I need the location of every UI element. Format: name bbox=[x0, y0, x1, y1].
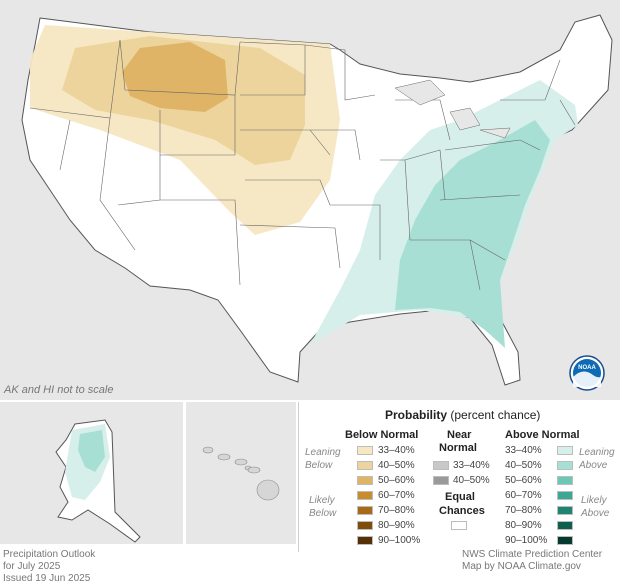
near-normal-header-1: Near bbox=[447, 429, 472, 441]
above-swatch-2 bbox=[557, 461, 573, 470]
below-label-6: 80–90% bbox=[378, 520, 415, 531]
footer-credit-cpc: NWS Climate Prediction Center bbox=[462, 549, 603, 560]
likely-below-label: Likely Below bbox=[309, 495, 337, 519]
above-swatch-6 bbox=[557, 521, 573, 530]
noaa-logo: NOAA bbox=[569, 355, 605, 391]
below-swatch-1 bbox=[357, 446, 373, 455]
below-normal-header: Below Normal bbox=[345, 429, 419, 441]
footer-left: Precipitation Outlook for July 2025 Issu… bbox=[3, 549, 95, 585]
below-swatch-3 bbox=[357, 476, 373, 485]
state-lines bbox=[29, 39, 576, 291]
below-swatch-2 bbox=[357, 461, 373, 470]
near-swatch-1 bbox=[433, 461, 449, 470]
equal-chances-label-2: Chances bbox=[439, 505, 485, 517]
above-label-6: 80–90% bbox=[505, 520, 542, 531]
near-label-2: 40–50% bbox=[453, 475, 490, 486]
scale-note: AK and HI not to scale bbox=[4, 384, 114, 396]
below-swatch-6 bbox=[357, 521, 373, 530]
below-swatch-7 bbox=[357, 536, 373, 545]
above-label-3: 50–60% bbox=[505, 475, 542, 486]
above-label-4: 60–70% bbox=[505, 490, 542, 501]
equal-chances-swatch bbox=[451, 521, 467, 530]
near-swatch-2 bbox=[433, 476, 449, 485]
above-normal-header: Above Normal bbox=[505, 429, 580, 441]
above-swatch-3 bbox=[557, 476, 573, 485]
footer-right: NWS Climate Prediction Center Map by NOA… bbox=[462, 549, 602, 573]
above-swatch-5 bbox=[557, 506, 573, 515]
great-lakes bbox=[394, 79, 511, 139]
below-normal-5060 bbox=[122, 42, 228, 112]
leaning-below-label: Leaning Below bbox=[305, 447, 341, 471]
hawaii-map-svg bbox=[202, 446, 280, 501]
below-label-3: 50–60% bbox=[378, 475, 415, 486]
conus-map: NOAA AK and HI not to scale bbox=[0, 0, 620, 400]
footer-period: for July 2025 bbox=[3, 561, 61, 572]
equal-chances-label-1: Equal bbox=[445, 491, 475, 503]
legend-title-rest: (percent chance) bbox=[450, 408, 541, 422]
below-label-1: 33–40% bbox=[378, 445, 415, 456]
above-label-5: 70–80% bbox=[505, 505, 542, 516]
near-label-1: 33–40% bbox=[453, 460, 490, 471]
footer-title: Precipitation Outlook bbox=[3, 549, 96, 560]
hawaii-islands bbox=[202, 446, 280, 501]
above-swatch-4 bbox=[557, 491, 573, 500]
above-label-2: 40–50% bbox=[505, 460, 542, 471]
legend-title: Probability (percent chance) bbox=[385, 408, 540, 422]
above-label-1: 33–40% bbox=[505, 445, 542, 456]
above-normal-4050 bbox=[395, 120, 550, 348]
above-label-7: 90–100% bbox=[505, 535, 548, 546]
alaska-map-svg bbox=[55, 419, 141, 543]
above-swatch-1 bbox=[557, 446, 573, 455]
conus-map-svg: NOAA bbox=[21, 14, 613, 391]
near-normal-header-2: Normal bbox=[439, 442, 477, 454]
legend-title-bold: Probability bbox=[385, 408, 448, 422]
below-label-4: 60–70% bbox=[378, 490, 415, 501]
noaa-logo-text: NOAA bbox=[578, 365, 596, 371]
below-label-5: 70–80% bbox=[378, 505, 415, 516]
below-label-2: 40–50% bbox=[378, 460, 415, 471]
footer-issued: Issued 19 Jun 2025 bbox=[3, 573, 91, 584]
footer-credit-climate: Map by NOAA Climate.gov bbox=[462, 561, 581, 572]
above-swatch-7 bbox=[557, 536, 573, 545]
leaning-above-label: Leaning Above bbox=[579, 447, 615, 471]
below-swatch-5 bbox=[357, 506, 373, 515]
legend: Probability (percent chance) Below Norma… bbox=[298, 402, 620, 552]
below-swatch-4 bbox=[357, 491, 373, 500]
alaska-above-4050 bbox=[78, 430, 105, 472]
below-label-7: 90–100% bbox=[378, 535, 421, 546]
hawaii-inset bbox=[186, 402, 296, 544]
alaska-inset bbox=[0, 402, 183, 544]
likely-above-label: Likely Above bbox=[581, 495, 610, 519]
